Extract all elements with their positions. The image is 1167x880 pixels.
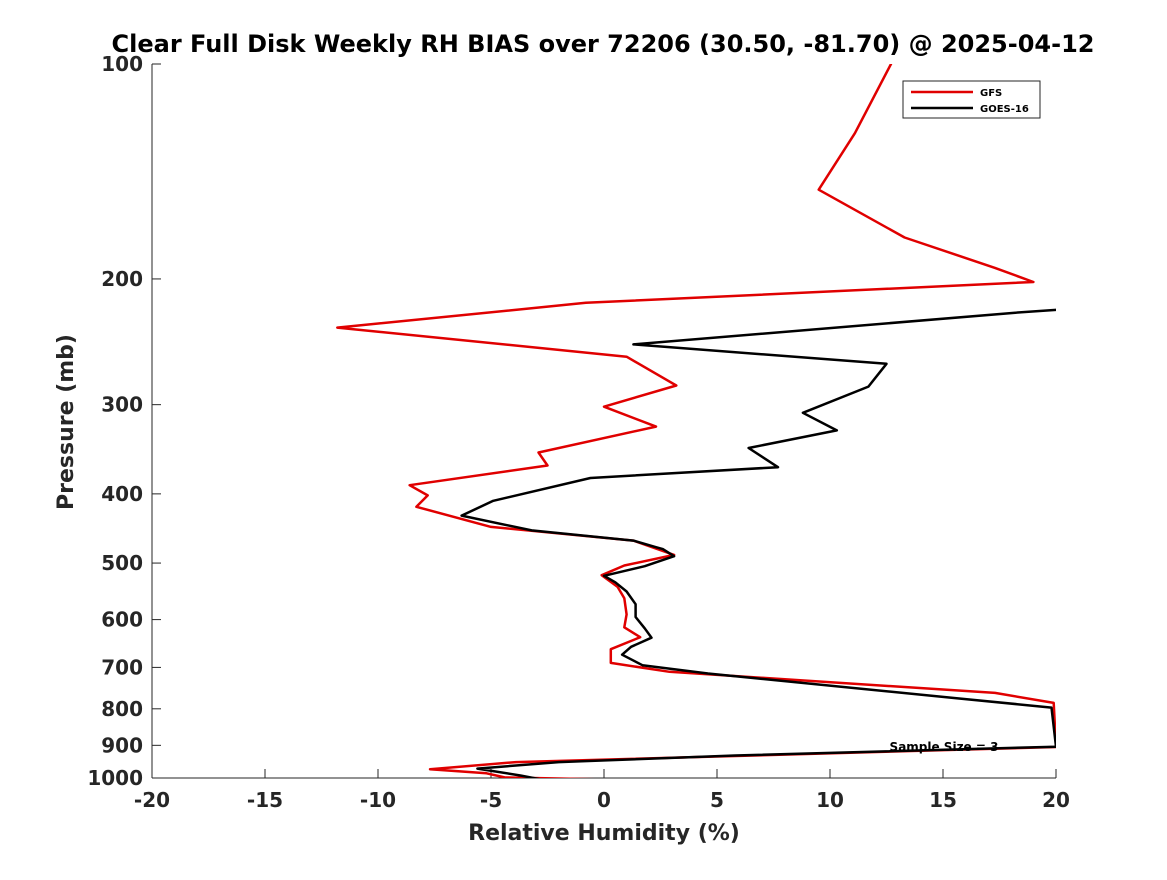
y-axis-label: Pressure (mb) xyxy=(54,334,79,510)
y-tick-label: 300 xyxy=(101,393,143,417)
y-tick-label: 800 xyxy=(101,697,143,721)
x-tick-label: -5 xyxy=(480,788,502,812)
x-tick-label: -15 xyxy=(247,788,283,812)
x-tick-label: 15 xyxy=(929,788,957,812)
legend-entry: GOES-16 xyxy=(980,104,1029,115)
series-layer xyxy=(336,64,1056,778)
legend: GFS GOES-16 xyxy=(902,80,1041,119)
y-tick-label: 400 xyxy=(101,482,143,506)
chart-title: Clear Full Disk Weekly RH BIAS over 7220… xyxy=(112,30,1095,58)
y-tick-label: 1000 xyxy=(87,766,143,790)
sample-size-annotation: Sample Size = 3 xyxy=(890,740,999,754)
x-axis-label: Relative Humidity (%) xyxy=(468,821,740,846)
x-tick-label: -10 xyxy=(360,788,396,812)
y-tick-label: 900 xyxy=(101,733,143,757)
series-line-gfs xyxy=(336,64,1056,778)
legend-box xyxy=(902,80,1041,119)
y-tick-label: 200 xyxy=(101,267,143,291)
series-line-goes-16 xyxy=(460,308,1056,778)
x-tick-label: 10 xyxy=(816,788,844,812)
y-tick-label: 700 xyxy=(101,655,143,679)
x-tick-label: 20 xyxy=(1042,788,1070,812)
x-tick-label: 5 xyxy=(710,788,724,812)
y-tick-label: 600 xyxy=(101,608,143,632)
y-tick-label: 500 xyxy=(101,551,143,575)
x-tick-label: -20 xyxy=(134,788,170,812)
legend-entry: GFS xyxy=(980,88,1002,99)
axes: -20 -15 -10 -5 0 5 10 15 20 100 200 300 400 500 600 700… xyxy=(87,52,1070,812)
y-tick-label: 100 xyxy=(101,52,143,76)
x-tick-label: 0 xyxy=(597,788,611,812)
